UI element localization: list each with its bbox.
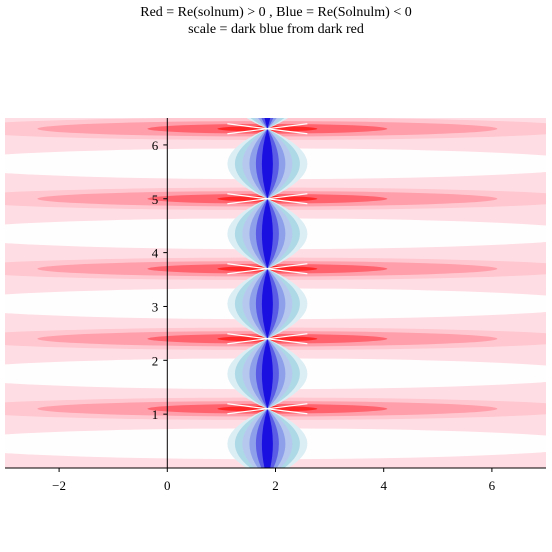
red-band-outer: [0, 48, 552, 70]
white-band: [0, 8, 552, 39]
x-tick-label: −2: [52, 478, 66, 493]
crossing-line: [227, 123, 308, 135]
y-tick-label: 1: [152, 407, 159, 422]
crossing-line: [227, 263, 308, 275]
y-tick-label: 4: [152, 246, 159, 261]
x-tick-label: 4: [380, 478, 387, 493]
chart-subtitle: scale = dark blue from dark red: [188, 22, 364, 37]
blue-lobe-layer: [261, 198, 273, 269]
red-band-core: [217, 546, 317, 552]
y-tick-label: 3: [152, 299, 159, 314]
red-band-outer: [0, 538, 552, 552]
blue-lobe-layer: [264, 118, 271, 129]
blue-lobe-layer: [261, 338, 273, 409]
blue-lobe-layer: [261, 268, 273, 339]
title-block: Red = Re(solnum) > 0 , Blue = Re(Solnulm…: [0, 4, 552, 38]
red-band-core: [217, 56, 317, 62]
y-tick-label: 6: [152, 138, 159, 153]
crossing-line: [227, 193, 308, 205]
red-band-mid: [37, 51, 497, 66]
x-tick-label: 6: [489, 478, 496, 493]
crossing-line: [227, 403, 308, 415]
red-band-inner: [147, 474, 387, 484]
white-band: [0, 498, 552, 529]
white-band: [0, 78, 552, 109]
red-band-inner: [147, 544, 387, 552]
red-band-mid: [37, 541, 497, 552]
x-tick-label: 2: [272, 478, 279, 493]
red-band-mid: [37, 471, 497, 486]
chart-title: Red = Re(solnum) > 0 , Blue = Re(Solnulm…: [140, 5, 412, 20]
y-tick-label: 2: [152, 353, 159, 368]
axes: −2 0 2 4 6 1 2 3 4 5 6: [5, 118, 546, 493]
blue-lobe-layer: [261, 408, 273, 468]
red-band-inner: [147, 54, 387, 64]
x-tick-label: 0: [164, 478, 171, 493]
red-band-core: [217, 476, 317, 482]
blue-lobe-layer: [261, 128, 273, 199]
y-tick-label: 5: [152, 192, 159, 207]
crossing-line: [227, 333, 308, 345]
